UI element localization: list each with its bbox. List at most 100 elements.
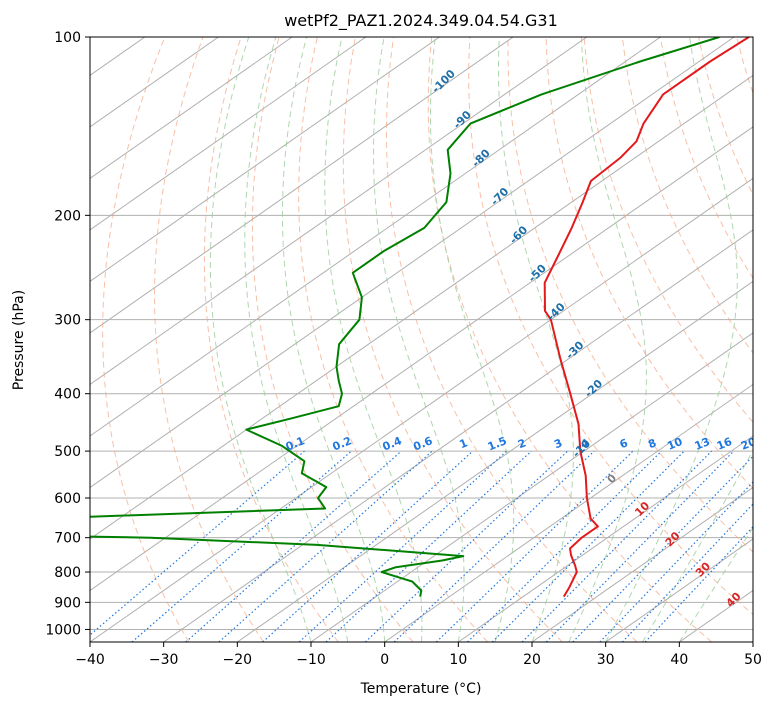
isotherm-label: 0 [605, 471, 620, 486]
y-tick-label: 800 [54, 565, 81, 581]
isotherm-label: 40 [724, 590, 744, 610]
isotherm-line [163, 229, 753, 642]
mixing-ratio-line [599, 481, 753, 642]
y-tick-label: 400 [54, 387, 81, 403]
isotherm-line [752, 641, 753, 642]
y-tick-label: 200 [54, 208, 81, 224]
dry-adiabat-line [545, 37, 753, 489]
dry-adiabat-line [298, 37, 488, 642]
moist-adiabat-line [209, 37, 312, 642]
temperature-profile-line [543, 37, 750, 598]
y-tick-label: 300 [54, 313, 81, 329]
dry-adiabat-line [507, 37, 753, 553]
mixing-ratio-label: 25 [764, 435, 775, 453]
x-tick-label: 40 [670, 652, 688, 668]
mixing-ratio-line [491, 450, 685, 642]
mixing-ratio-line [131, 450, 352, 642]
isotherm-line [90, 37, 588, 386]
x-tick-label: 50 [744, 652, 762, 668]
mixing-ratio-label: 10 [665, 435, 684, 453]
y-tick-label: 600 [54, 491, 81, 507]
y-axis-label: Pressure (hPa) [11, 290, 27, 390]
background-lines [90, 37, 753, 642]
mixing-ratio-label: 6 [618, 436, 630, 451]
mixing-ratio-label: 20 [739, 435, 758, 453]
isotherm-line [237, 280, 753, 642]
isotherm-line [458, 435, 753, 642]
isotherm-line [90, 37, 219, 128]
isotherm-line [90, 126, 753, 592]
isotherm-line [384, 383, 753, 642]
mixing-ratio-label: 16 [715, 435, 734, 453]
moist-adiabat-line [430, 37, 515, 642]
moist-adiabat-line [568, 37, 647, 642]
dry-adiabat-line [427, 37, 713, 642]
mixing-ratio-line [262, 450, 474, 642]
moist-adiabat-line [282, 37, 386, 642]
moist-adiabat-line [605, 37, 738, 642]
isotherm-line [90, 37, 661, 437]
x-tick-label: 10 [449, 652, 467, 668]
mixing-ratio-line [298, 450, 507, 642]
isotherm-label: -70 [488, 185, 511, 208]
isotherm-label: -60 [507, 223, 530, 246]
isotherm-line [310, 332, 753, 642]
mixing-ratio-line [545, 450, 735, 642]
isotherm-line [90, 37, 514, 334]
x-tick-label: 30 [597, 652, 615, 668]
mixing-ratio-line [521, 450, 712, 642]
dry-adiabat-line [583, 37, 753, 423]
chart-title: wetPf2_PAZ1.2024.349.04.54.G31 [284, 11, 558, 31]
mixing-ratio-label: 2 [516, 436, 528, 451]
isotherm-label: -20 [582, 377, 605, 400]
isotherm-line [90, 37, 293, 179]
x-tick-label: −10 [296, 652, 326, 668]
y-tick-label: 100 [54, 30, 81, 46]
mixing-ratio-label: 3 [552, 436, 564, 451]
mixing-ratio-line [325, 450, 532, 642]
x-tick-label: −30 [149, 652, 179, 668]
isotherm-label: -80 [470, 146, 493, 169]
isotherm-line [90, 37, 440, 283]
y-ticks: 100 200 300 400 500 600 700 800 900 1000 [45, 30, 90, 638]
moist-adiabat-line [373, 37, 465, 642]
dry-adiabat-line [468, 37, 753, 615]
dry-adiabat-line [251, 37, 414, 642]
mixing-ratio-label: 8 [646, 436, 658, 451]
isotherm-line [90, 37, 735, 489]
plot-frame [89, 36, 754, 643]
mixing-ratio-line [467, 450, 662, 642]
isotherm-label: 10 [632, 499, 652, 519]
moist-adiabat-line [244, 37, 349, 642]
mixing-ratio-label: 1 [458, 436, 470, 451]
mixing-ratio-line [218, 450, 433, 642]
x-axis-label: Temperature (°C) [360, 681, 482, 697]
dry-adiabat-line [698, 37, 753, 196]
dry-adiabat-line [736, 37, 753, 95]
dry-adiabat-line [153, 37, 264, 642]
x-tick-label: 20 [523, 652, 541, 668]
isotherm-line [90, 177, 753, 642]
y-tick-label: 900 [54, 595, 81, 611]
isotherm-line [531, 486, 753, 642]
x-tick-label: 0 [380, 652, 389, 668]
moist-adiabat-line [498, 37, 574, 642]
isotherm-line [90, 74, 753, 540]
dry-adiabat-line [342, 37, 563, 642]
dewpoint-profile-line [90, 37, 720, 597]
mixing-ratio-label: 13 [693, 435, 712, 453]
mixing-ratio-line [572, 455, 753, 642]
isotherm-label: -100 [429, 67, 458, 96]
dry-adiabat-line [386, 37, 638, 642]
isotherm-line [679, 589, 753, 642]
x-ticks: −40 −30 −20 −10 0 10 20 30 40 50 [75, 642, 762, 668]
dry-adiabat-line [203, 37, 339, 642]
mixing-ratio-line [393, 450, 595, 642]
isotherm-label: -30 [563, 338, 586, 361]
x-tick-label: −20 [223, 652, 253, 668]
y-tick-label: 700 [54, 531, 81, 547]
moist-adiabat-line [678, 526, 753, 642]
mixing-ratio-line [185, 450, 402, 642]
y-tick-label: 500 [54, 444, 81, 460]
